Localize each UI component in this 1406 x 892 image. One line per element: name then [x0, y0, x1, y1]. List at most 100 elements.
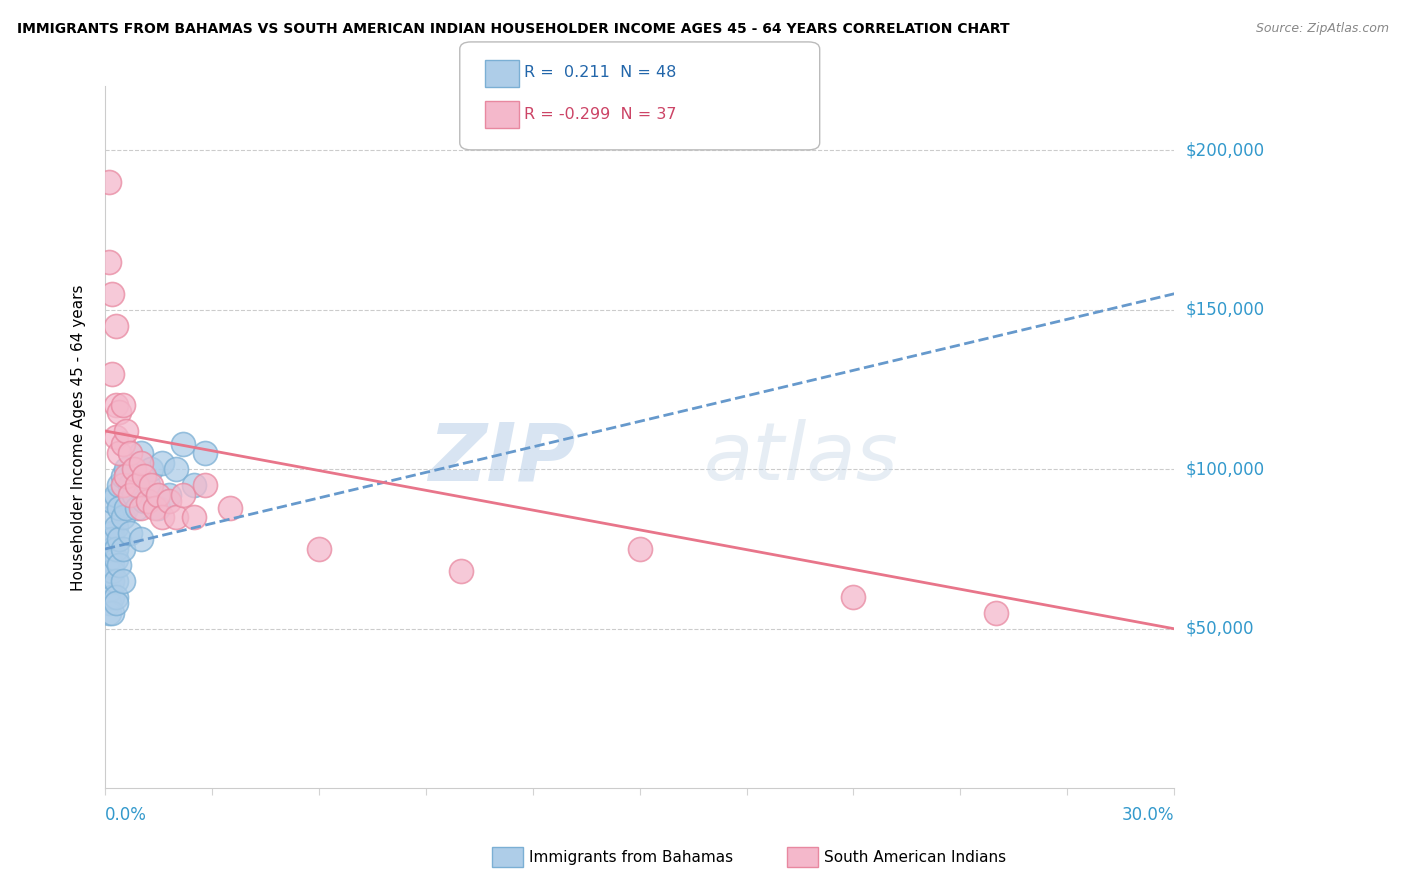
Point — [129, 456, 152, 470]
Point — [136, 494, 159, 508]
Point — [115, 424, 138, 438]
Point — [97, 606, 120, 620]
Point — [150, 456, 173, 470]
Point — [104, 519, 127, 533]
Point — [172, 488, 194, 502]
Text: 0.0%: 0.0% — [105, 805, 146, 824]
Text: Immigrants from Bahamas: Immigrants from Bahamas — [529, 850, 733, 864]
Point — [308, 541, 330, 556]
Point — [122, 488, 145, 502]
Point — [118, 478, 141, 492]
Point — [101, 606, 124, 620]
Y-axis label: Householder Income Ages 45 - 64 years: Householder Income Ages 45 - 64 years — [72, 284, 86, 591]
Text: $100,000: $100,000 — [1185, 460, 1264, 478]
Point — [108, 500, 131, 515]
Point — [108, 405, 131, 419]
Point — [101, 510, 124, 524]
Point — [450, 565, 472, 579]
Point — [172, 436, 194, 450]
Point — [104, 488, 127, 502]
Point — [111, 399, 134, 413]
Point — [97, 583, 120, 598]
Point — [104, 551, 127, 566]
Text: $50,000: $50,000 — [1185, 620, 1254, 638]
Point — [129, 533, 152, 547]
Point — [148, 500, 170, 515]
Point — [141, 478, 163, 492]
Point — [97, 175, 120, 189]
Point — [101, 533, 124, 547]
Point — [183, 510, 205, 524]
Point — [101, 574, 124, 588]
Point — [165, 510, 187, 524]
Point — [111, 436, 134, 450]
Text: R = -0.299  N = 37: R = -0.299 N = 37 — [524, 107, 676, 121]
Point — [104, 399, 127, 413]
Point — [134, 494, 156, 508]
Point — [115, 500, 138, 515]
Point — [157, 494, 180, 508]
Point — [101, 590, 124, 604]
Point — [97, 596, 120, 610]
Point — [115, 462, 138, 476]
Point — [134, 468, 156, 483]
Point — [129, 446, 152, 460]
Point — [101, 565, 124, 579]
Point — [129, 500, 152, 515]
Point — [111, 478, 134, 492]
Point — [104, 574, 127, 588]
Text: $150,000: $150,000 — [1185, 301, 1264, 318]
Point — [115, 468, 138, 483]
Point — [842, 590, 865, 604]
Point — [97, 551, 120, 566]
Point — [111, 574, 134, 588]
Point — [165, 462, 187, 476]
Point — [148, 488, 170, 502]
Text: Source: ZipAtlas.com: Source: ZipAtlas.com — [1256, 22, 1389, 36]
Point — [183, 478, 205, 492]
Text: 30.0%: 30.0% — [1122, 805, 1174, 824]
Point — [104, 596, 127, 610]
Point — [111, 510, 134, 524]
Point — [111, 541, 134, 556]
Point — [136, 478, 159, 492]
Point — [101, 526, 124, 541]
Point — [157, 488, 180, 502]
Point — [218, 500, 240, 515]
Point — [104, 590, 127, 604]
Point — [118, 488, 141, 502]
Point — [101, 541, 124, 556]
Text: R =  0.211  N = 48: R = 0.211 N = 48 — [524, 65, 676, 79]
Point — [104, 541, 127, 556]
Text: atlas: atlas — [704, 419, 898, 498]
Point — [101, 558, 124, 572]
Point — [122, 462, 145, 476]
Point — [108, 446, 131, 460]
Point — [101, 367, 124, 381]
Point — [125, 478, 148, 492]
Point — [104, 430, 127, 444]
Point — [108, 533, 131, 547]
Point — [104, 318, 127, 333]
Point — [628, 541, 651, 556]
Text: ZIP: ZIP — [427, 419, 575, 498]
Point — [101, 494, 124, 508]
Point — [108, 558, 131, 572]
Point — [101, 286, 124, 301]
Point — [111, 468, 134, 483]
Point — [97, 565, 120, 579]
Point — [118, 446, 141, 460]
Point — [125, 500, 148, 515]
Point — [141, 462, 163, 476]
Point — [118, 526, 141, 541]
Text: IMMIGRANTS FROM BAHAMAS VS SOUTH AMERICAN INDIAN HOUSEHOLDER INCOME AGES 45 - 64: IMMIGRANTS FROM BAHAMAS VS SOUTH AMERICA… — [17, 22, 1010, 37]
Text: South American Indians: South American Indians — [824, 850, 1007, 864]
Point — [108, 478, 131, 492]
Text: $200,000: $200,000 — [1185, 141, 1264, 159]
Point — [150, 510, 173, 524]
Point — [194, 446, 217, 460]
Point — [984, 606, 1007, 620]
Point — [194, 478, 217, 492]
Point — [97, 255, 120, 269]
Point — [143, 500, 166, 515]
